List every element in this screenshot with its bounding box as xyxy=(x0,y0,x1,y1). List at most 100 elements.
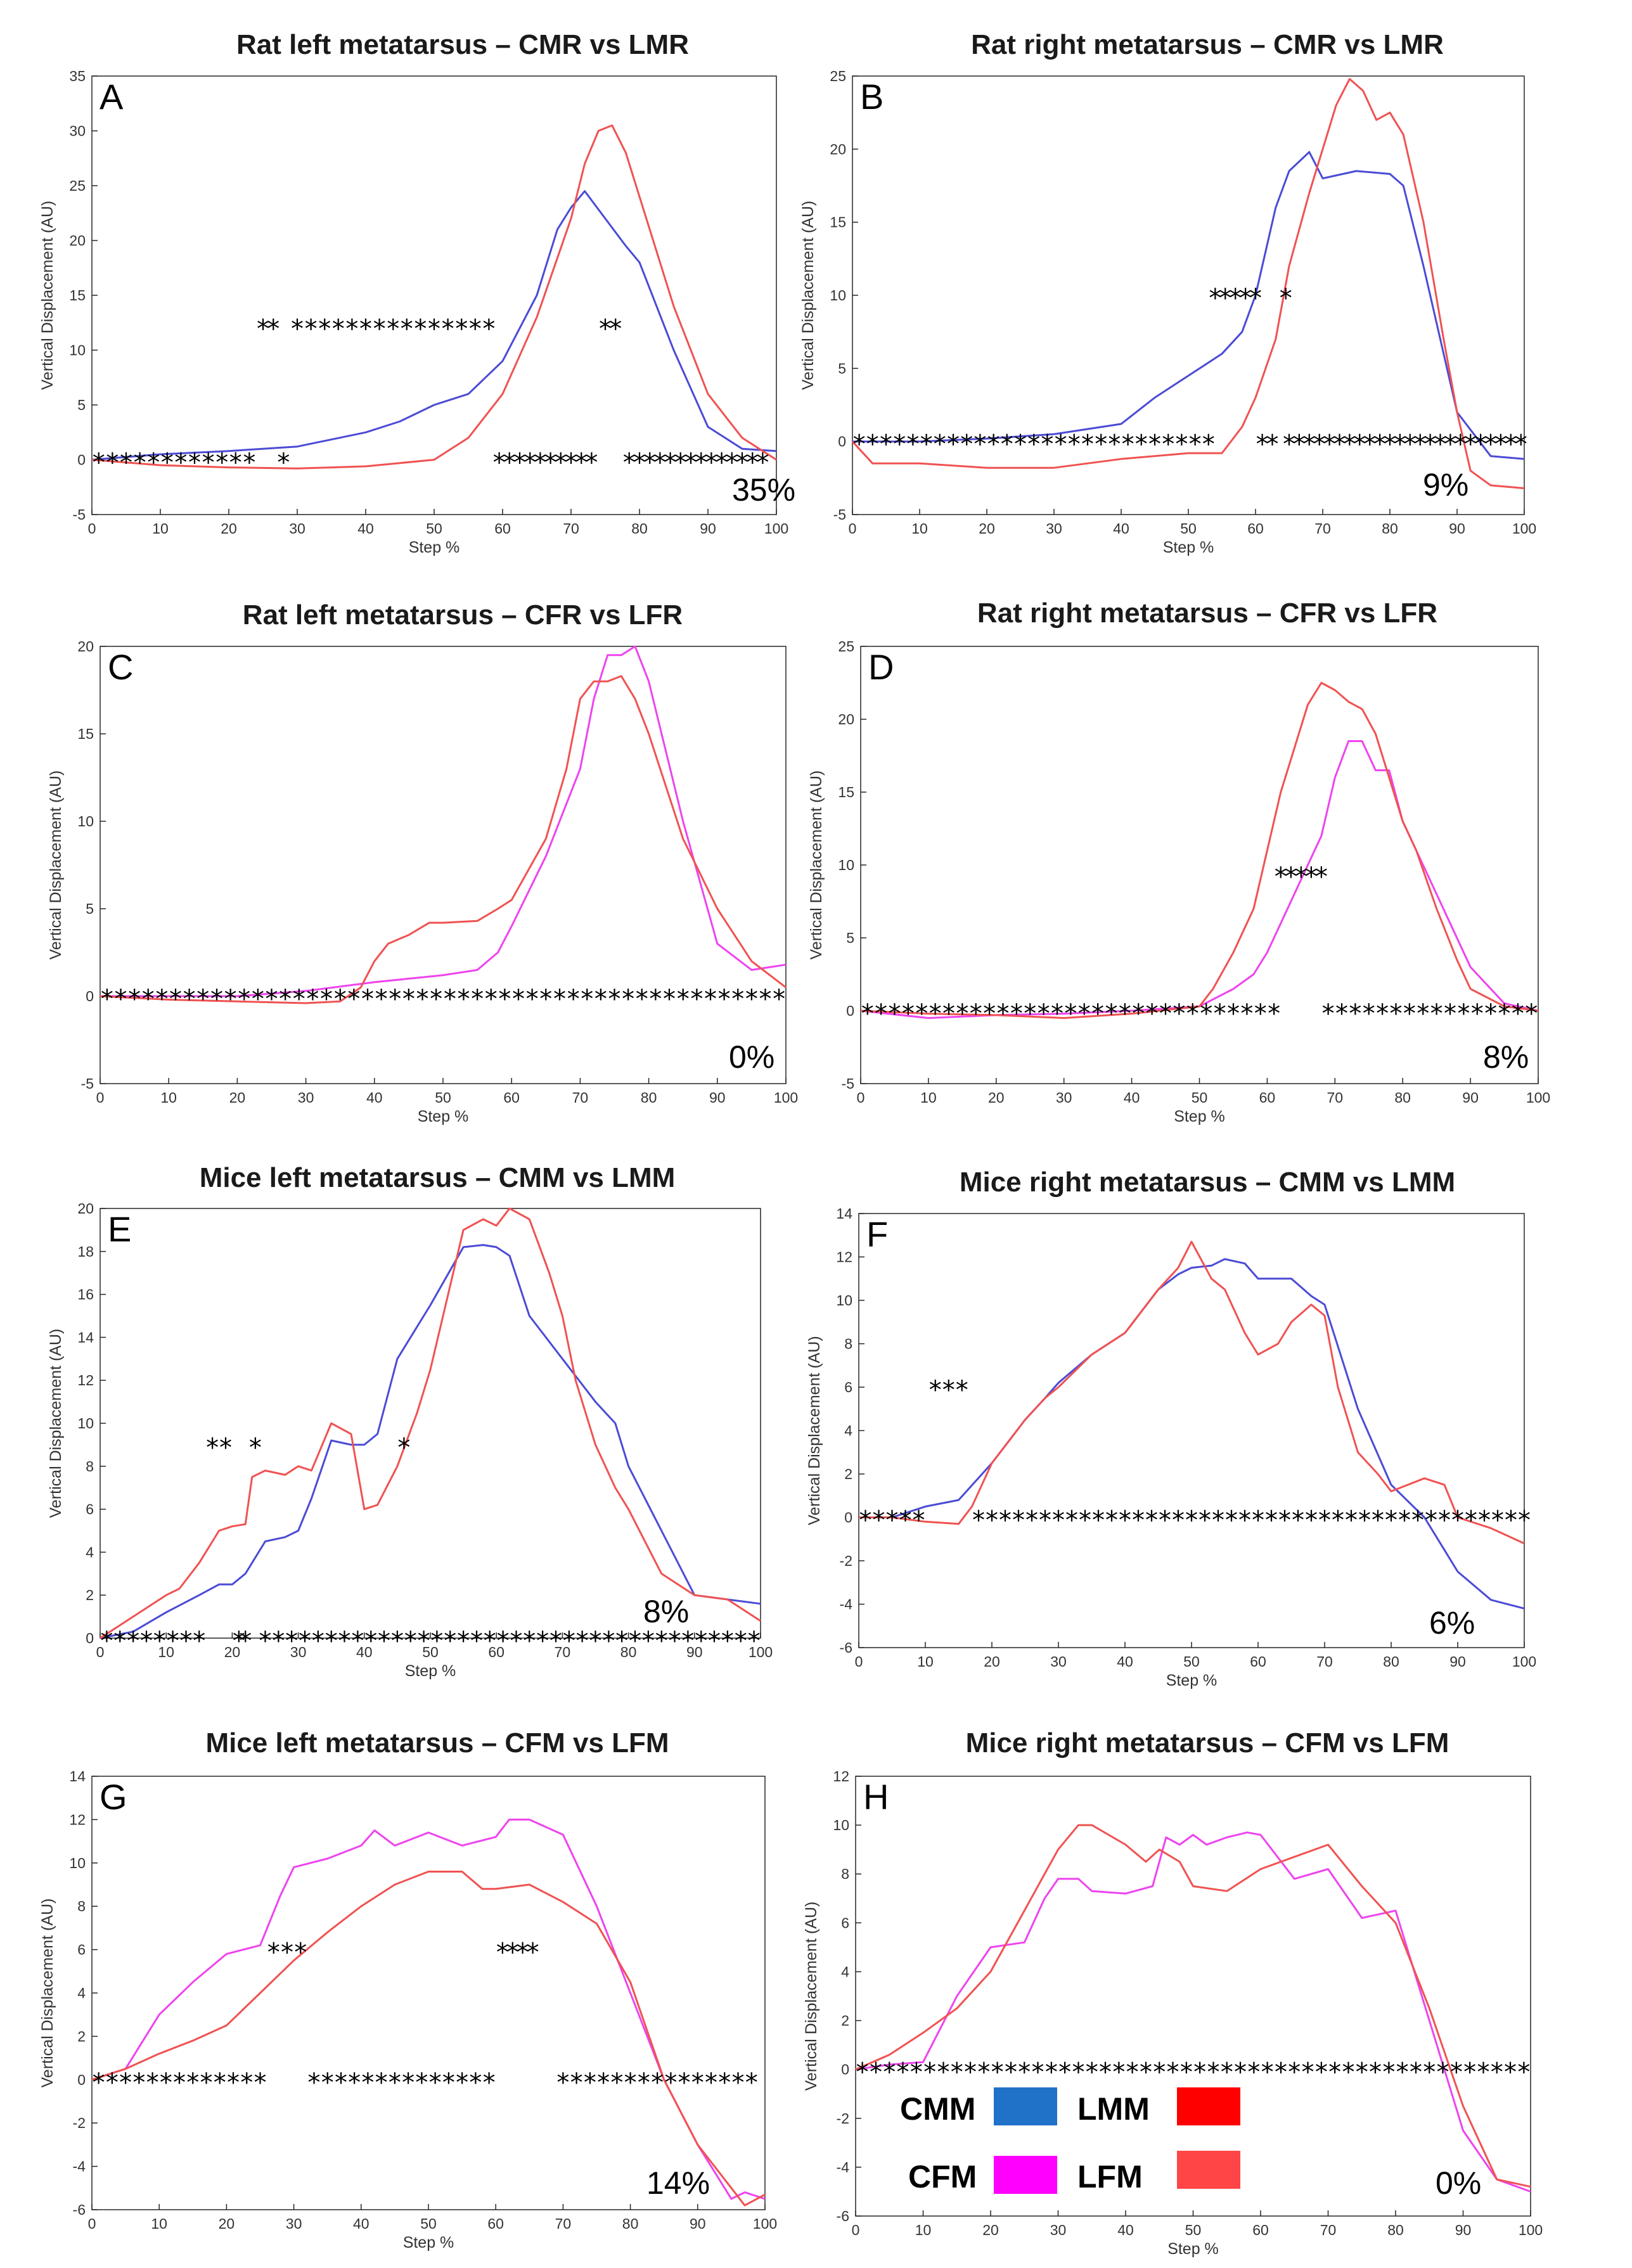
x-tick-label: 100 xyxy=(753,2215,777,2232)
significance-star: * xyxy=(1295,862,1308,892)
significance-star: * xyxy=(1398,1506,1411,1535)
significance-star: * xyxy=(987,430,1000,459)
x-tick-label: 10 xyxy=(911,520,928,537)
panel-e-series-cmm xyxy=(100,1244,761,1639)
significance-star: * xyxy=(1278,1506,1291,1535)
significance-star: * xyxy=(1045,2058,1058,2087)
significance-star: * xyxy=(643,449,656,478)
panel-a-series-cmr xyxy=(91,190,777,461)
significance-star: * xyxy=(629,1627,641,1656)
panel-d-ylabel: Vertical Displacement (AU) xyxy=(807,771,825,960)
significance-star: * xyxy=(642,1627,655,1656)
y-tick-label: 20 xyxy=(69,233,86,249)
significance-star: * xyxy=(1148,430,1161,459)
panel-g-xlabel: Step % xyxy=(403,2234,454,2252)
x-tick-label: 100 xyxy=(1512,520,1536,537)
panel-b-xlabel: Step % xyxy=(1163,539,1214,556)
y-tick-label: 8 xyxy=(841,1866,849,1882)
significance-star: * xyxy=(748,1627,761,1656)
significance-star: * xyxy=(493,449,506,478)
significance-star: * xyxy=(361,2068,374,2098)
significance-star: * xyxy=(183,985,196,1014)
significance-star: * xyxy=(335,2068,347,2098)
significance-star: * xyxy=(161,449,174,478)
significance-star: * xyxy=(563,1627,575,1656)
panel-c-letter: C xyxy=(108,647,133,687)
y-tick-label: 6 xyxy=(77,1942,86,1958)
significance-star: * xyxy=(320,985,333,1014)
x-tick-label: 100 xyxy=(764,520,788,537)
y-tick-label: 30 xyxy=(69,123,86,139)
x-tick-label: 70 xyxy=(572,1089,589,1106)
significance-star: * xyxy=(1159,1506,1171,1535)
panel-f-ylabel: Vertical Displacement (AU) xyxy=(806,1336,823,1525)
significance-star: * xyxy=(759,985,772,1014)
significance-star: * xyxy=(418,1627,430,1656)
significance-star: * xyxy=(956,999,968,1028)
panel-b-series-lmr xyxy=(851,78,1525,489)
panel-h-percent-label: 0% xyxy=(1436,2165,1481,2201)
significance-star: * xyxy=(718,985,731,1014)
panel-h-letter: H xyxy=(863,1777,889,1817)
y-tick-label: 20 xyxy=(77,638,94,655)
panel-d-letter: D xyxy=(868,647,894,687)
significance-star: * xyxy=(1207,2058,1219,2087)
significance-star: * xyxy=(913,1506,925,1535)
significance-star: * xyxy=(485,985,498,1014)
significance-star: * xyxy=(196,985,209,1014)
y-tick-label: 10 xyxy=(69,342,86,359)
x-tick-label: 80 xyxy=(622,2215,639,2232)
y-tick-label: 6 xyxy=(86,1501,94,1518)
x-tick-label: 90 xyxy=(1449,1653,1466,1670)
x-tick-label: 60 xyxy=(1259,1089,1276,1106)
significance-star: * xyxy=(1465,1506,1477,1535)
significance-star: * xyxy=(210,985,223,1014)
significance-star: * xyxy=(442,2068,455,2098)
significance-star: * xyxy=(1424,430,1437,459)
panel-h-title: Mice right metatarsus – CFM vs LFM xyxy=(966,1727,1449,1759)
significance-star: * xyxy=(1112,2058,1125,2087)
panel-g-ylabel: Vertical Displacement (AU) xyxy=(39,1899,56,2088)
significance-star: * xyxy=(1494,430,1507,459)
y-tick-label: 35 xyxy=(69,68,86,84)
panel-c-percent-label: 0% xyxy=(729,1039,774,1075)
y-tick-label: 4 xyxy=(86,1544,94,1560)
significance-star: * xyxy=(1126,2058,1139,2087)
x-tick-label: 30 xyxy=(1050,1653,1067,1670)
legend-swatch-cmm xyxy=(994,2087,1057,2125)
x-tick-label: 70 xyxy=(1320,2222,1337,2238)
panel-a-percent-label: 35% xyxy=(732,472,795,508)
significance-star: * xyxy=(1200,999,1212,1028)
significance-star: * xyxy=(1332,1506,1344,1535)
significance-star: * xyxy=(293,985,305,1014)
y-tick-label: -2 xyxy=(73,2115,86,2131)
significance-star: * xyxy=(503,449,516,478)
significance-star: * xyxy=(1227,999,1240,1028)
y-tick-label: 12 xyxy=(836,1249,852,1265)
significance-star: * xyxy=(920,430,933,459)
y-tick-label: -5 xyxy=(81,1075,94,1092)
significance-star: * xyxy=(1081,430,1094,459)
y-tick-label: 12 xyxy=(833,1768,849,1784)
significance-star: * xyxy=(960,430,973,459)
significance-star: * xyxy=(915,999,928,1028)
y-tick-label: 10 xyxy=(77,1415,94,1432)
significance-star: * xyxy=(1315,862,1328,892)
significance-star: * xyxy=(859,1506,872,1535)
y-tick-label: 0 xyxy=(838,433,846,450)
significance-star: * xyxy=(1052,1506,1065,1535)
significance-star: * xyxy=(1135,430,1148,459)
significance-star: * xyxy=(279,985,292,1014)
panel-e-series-lmm xyxy=(100,1207,761,1639)
x-tick-label: 10 xyxy=(915,2222,932,2238)
significance-star: * xyxy=(951,2058,963,2087)
significance-star: * xyxy=(1394,430,1406,459)
panel-a-series-lmr xyxy=(91,124,777,470)
panel-g-series-lfm xyxy=(91,1871,766,2207)
significance-star: * xyxy=(708,1627,721,1656)
x-tick-label: 60 xyxy=(1252,2222,1269,2238)
significance-star: * xyxy=(513,449,526,478)
significance-star: * xyxy=(609,314,622,343)
x-tick-label: 30 xyxy=(290,1644,307,1660)
y-tick-label: 25 xyxy=(69,177,86,194)
